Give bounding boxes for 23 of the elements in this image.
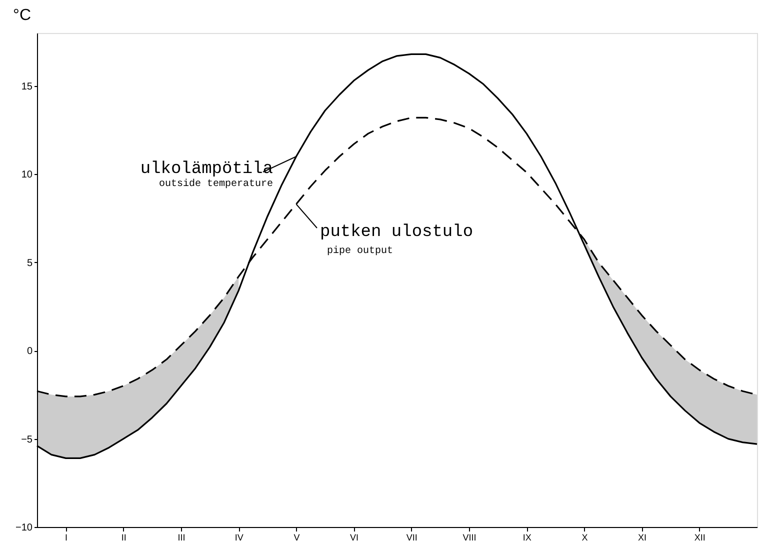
annotation: putken ulostulo [320, 223, 474, 242]
x-tick-label: X [582, 532, 588, 542]
y-tick-label: −5 [21, 434, 33, 446]
x-tick-label: XII [694, 532, 706, 542]
y-tick-label: 10 [21, 170, 33, 181]
x-tick-label: IV [234, 532, 244, 542]
y-tick-label: 0 [26, 346, 33, 358]
y-tick-label: 15 [21, 81, 33, 92]
x-tick-label: V [294, 532, 300, 542]
x-tick-label: I [65, 532, 68, 542]
x-tick-label: VI [350, 532, 359, 542]
annotation: pipe output [327, 245, 394, 257]
annotation: outside temperature [158, 178, 273, 190]
y-tick-label: 5 [26, 258, 33, 269]
x-tick-label: IX [522, 532, 532, 542]
x-tick-label: VIII [462, 532, 476, 542]
x-tick-label: III [178, 532, 186, 542]
x-tick-label: XI [638, 532, 647, 542]
y-tick-label: −10 [16, 522, 33, 534]
y-axis-title: °C [13, 7, 31, 24]
x-tick-label: VII [406, 532, 418, 542]
annotation: ulkolämpötila [140, 160, 273, 179]
x-tick-label: II [121, 532, 126, 542]
